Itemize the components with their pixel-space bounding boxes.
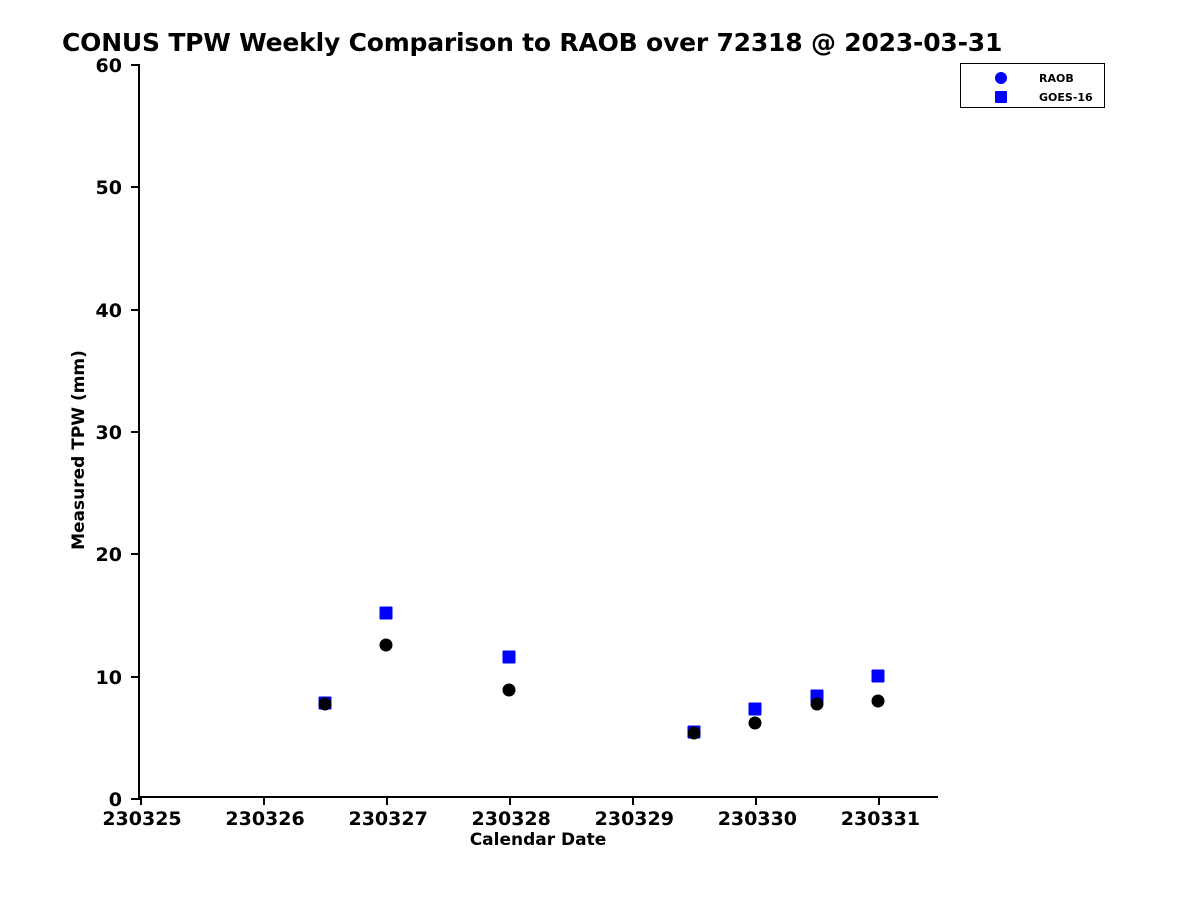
legend-label: RAOB <box>1039 71 1074 85</box>
x-tick: 230327 <box>348 796 428 830</box>
y-tick: 40 <box>96 300 140 322</box>
y-tick-label: 50 <box>95 177 122 200</box>
x-tick: 230328 <box>472 796 551 830</box>
y-tick: 60 <box>96 55 140 77</box>
data-point-raob <box>379 638 393 652</box>
x-tick-label: 230325 <box>102 808 182 830</box>
x-tick: 230329 <box>595 796 674 830</box>
y-tick: 20 <box>96 544 140 566</box>
data-point-raob <box>748 716 762 730</box>
y-axis-label: Measured TPW (mm) <box>69 350 89 550</box>
chart-title: CONUS TPW Weekly Comparison to RAOB over… <box>62 28 1003 57</box>
x-tick: 230326 <box>225 796 305 830</box>
y-tick-label: 10 <box>95 666 122 689</box>
x-tick-label: 230328 <box>471 808 551 830</box>
data-point-goes-16 <box>379 606 393 620</box>
y-tick-label: 20 <box>95 544 122 567</box>
y-tick-label: 0 <box>108 789 122 811</box>
plot-area: 0 10 20 30 40 50 60 230325 230326 230327 230328 23… <box>96 55 938 830</box>
data-point-raob <box>687 726 701 740</box>
legend-item-goes-16: GOES-16 <box>961 87 1104 107</box>
data-point-goes-16 <box>871 669 885 683</box>
legend-marker-square-icon <box>995 91 1007 103</box>
x-tick: 230331 <box>841 796 920 830</box>
x-tick-label: 230327 <box>348 808 428 830</box>
x-tick: 230330 <box>718 796 797 830</box>
legend-item-raob: RAOB <box>961 68 1104 88</box>
x-tick-label: 230326 <box>225 808 305 830</box>
legend-marker-circle-icon <box>995 72 1007 84</box>
data-point-goes-16 <box>502 650 516 664</box>
y-tick: 10 <box>96 667 140 689</box>
data-point-raob <box>502 683 516 697</box>
data-point-raob <box>871 694 885 708</box>
y-tick-label: 40 <box>95 299 122 322</box>
data-point-raob <box>810 697 824 711</box>
y-tick-label: 30 <box>95 422 122 444</box>
y-tick: 50 <box>96 177 140 199</box>
x-tick-label: 230330 <box>717 808 798 830</box>
x-tick-label: 230329 <box>594 808 674 830</box>
y-tick: 30 <box>96 422 140 444</box>
data-point-raob <box>318 697 332 711</box>
legend-label: GOES-16 <box>1039 90 1093 104</box>
chart-legend: RAOB GOES-16 <box>960 63 1105 108</box>
x-tick: 230325 <box>102 796 182 830</box>
x-axis-label: Calendar Date <box>469 830 607 850</box>
x-tick-label: 230331 <box>840 808 921 830</box>
y-tick: 0 <box>109 789 140 811</box>
data-point-goes-16 <box>748 702 762 716</box>
y-tick-label: 60 <box>95 55 122 77</box>
